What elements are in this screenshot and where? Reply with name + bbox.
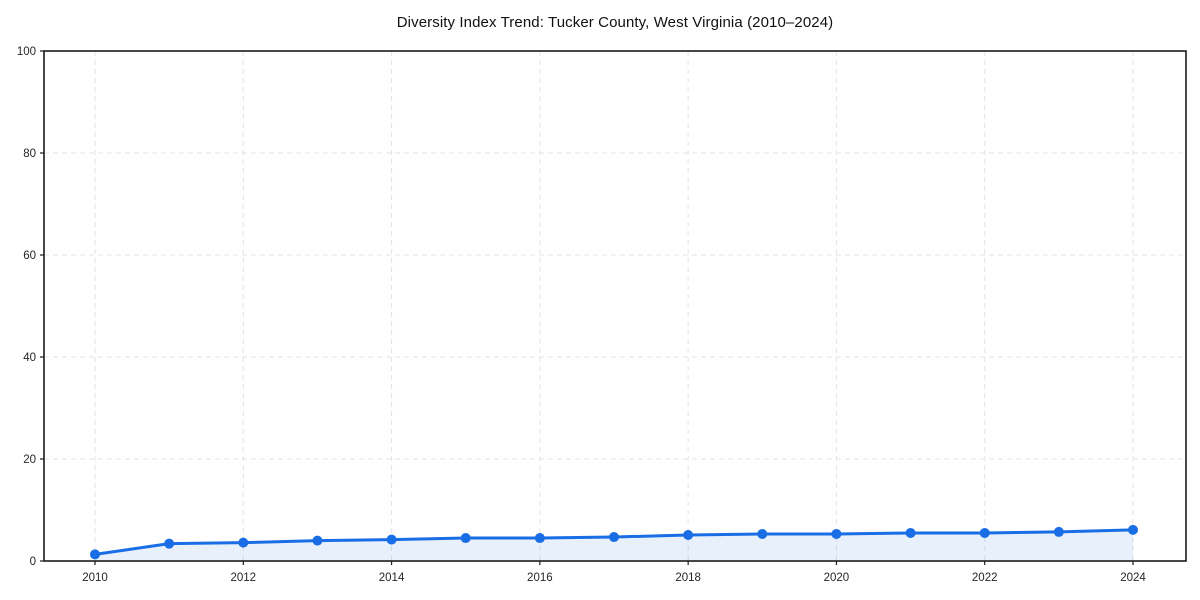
y-axis-tick-label: 80 <box>23 148 36 160</box>
plot-border <box>43 50 1187 562</box>
x-axis-tick-label: 2010 <box>82 572 108 584</box>
data-point-marker <box>979 527 990 538</box>
data-point-marker <box>238 537 249 548</box>
data-point-marker <box>905 527 916 538</box>
x-axis-tick-label: 2022 <box>972 572 998 584</box>
data-point-marker <box>460 533 471 544</box>
x-axis-tick-label: 2016 <box>527 572 553 584</box>
data-point-marker <box>609 532 619 543</box>
y-axis-tick-label: 40 <box>23 352 36 364</box>
data-point-marker <box>831 528 842 539</box>
data-point-marker <box>164 538 175 549</box>
y-axis-tick-label: 20 <box>23 454 36 466</box>
x-axis-tick-label: 2014 <box>379 572 405 584</box>
data-point-marker <box>386 534 397 545</box>
data-point-marker <box>90 549 100 560</box>
y-axis-tick-label: 0 <box>30 556 36 568</box>
chart-title: Diversity Index Trend: Tucker County, We… <box>396 14 834 31</box>
data-point-marker <box>757 528 768 539</box>
x-axis-tick-label: 2018 <box>675 572 701 584</box>
series-area-fill <box>95 529 1133 561</box>
x-axis-tick-label: 2012 <box>230 572 256 584</box>
y-axis-tick-label: 100 <box>17 46 36 58</box>
x-axis-tick-label: 2020 <box>824 572 850 584</box>
data-point-marker <box>1053 526 1064 537</box>
data-point-marker <box>312 535 323 546</box>
data-point-marker <box>534 533 545 544</box>
x-axis-tick-label: 2024 <box>1120 572 1146 584</box>
data-point-marker <box>683 529 694 540</box>
y-axis-tick-label: 60 <box>23 250 36 262</box>
data-point-marker <box>1128 524 1138 535</box>
